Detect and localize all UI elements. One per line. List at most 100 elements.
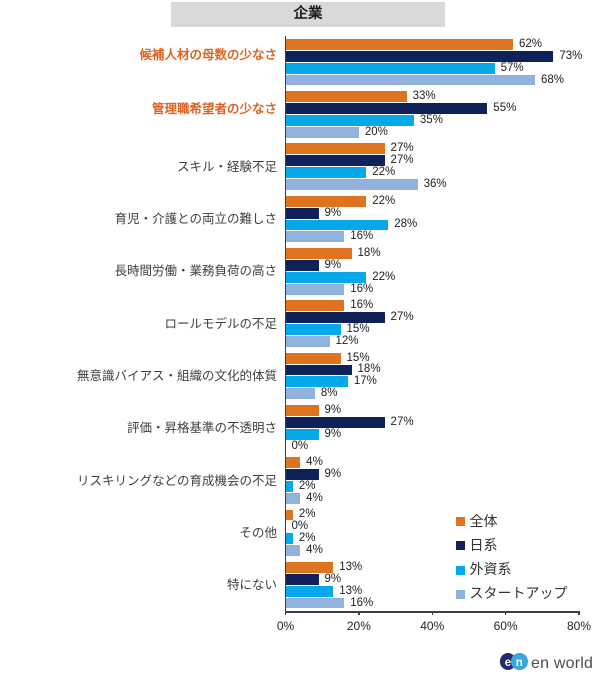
legend-label: 外資系 <box>469 561 512 577</box>
bar-value-label: 0% <box>291 439 309 452</box>
bar-スタートアップ <box>285 74 535 86</box>
bar-value-label: 27% <box>390 311 414 324</box>
bar-外資系 <box>285 62 495 74</box>
bar-value-label: 9% <box>324 258 342 271</box>
bar-スタートアップ <box>285 336 330 347</box>
category-group: 特にない 13% 9% 13% 16% <box>0 559 600 611</box>
bar-全体 <box>285 38 513 50</box>
bar-value-label: 2% <box>298 479 316 492</box>
x-axis-tick <box>431 611 433 616</box>
bar-value-label: 0% <box>291 520 309 533</box>
bar-外資系 <box>285 376 348 388</box>
bar-日系 <box>285 103 488 114</box>
bar-value-label: 22% <box>372 270 396 283</box>
bar-value-label: 9% <box>324 468 342 481</box>
x-axis-tick <box>358 611 360 616</box>
bar-全体 <box>285 300 345 312</box>
bar-全体 <box>285 404 319 416</box>
bar-全体 <box>285 143 385 155</box>
bar-スタートアップ <box>285 126 359 138</box>
bar-外資系 <box>285 271 367 283</box>
bar-外資系 <box>285 533 293 545</box>
bar-スタートアップ <box>285 283 345 295</box>
bar-value-label: 55% <box>493 101 517 114</box>
x-axis-tick <box>504 611 507 616</box>
bar-全体 <box>285 248 352 259</box>
bar-value-label: 27% <box>390 154 414 167</box>
bar-外資系 <box>285 324 341 336</box>
x-axis-tick-label: 40% <box>420 618 445 633</box>
category-label: 長時間労働・業務負荷の高さ <box>114 264 277 279</box>
bar-スタートアップ <box>285 179 418 191</box>
bar-value-label: 15% <box>346 323 370 336</box>
bar-value-label: 4% <box>306 456 323 469</box>
bar-外資系 <box>285 167 367 179</box>
bar-全体 <box>285 457 301 469</box>
bar-value-label: 4% <box>306 544 323 557</box>
bar-value-label: 16% <box>350 299 374 312</box>
bar-外資系 <box>285 219 389 231</box>
bar-value-label: 27% <box>390 415 414 428</box>
category-group: その他 2% 0% 2% 4% <box>0 507 600 559</box>
bar-value-label: 18% <box>357 363 381 376</box>
chart-title-band: 企業 <box>171 2 445 27</box>
bar-日系 <box>285 50 554 62</box>
legend-label: 日系 <box>469 536 498 553</box>
bar-value-label: 13% <box>339 560 363 573</box>
category-group: スキル・経験不足 27% 27% 22% 36% <box>0 141 600 193</box>
category-group: 長時間労働・業務負荷の高さ 18% 9% 22% 16% <box>0 245 600 297</box>
legend-swatch <box>455 541 465 551</box>
category-label: リスキリングなどの育成機会の不足 <box>76 473 277 488</box>
logo-circle-e: e <box>499 653 517 670</box>
bar-全体 <box>285 195 367 207</box>
bar-value-label: 33% <box>412 90 436 103</box>
x-axis-tick <box>284 611 287 616</box>
bar-value-label: 16% <box>350 282 374 295</box>
bar-全体 <box>285 509 293 521</box>
bar-日系 <box>285 364 352 376</box>
bar-value-label: 18% <box>357 246 381 259</box>
category-label: 育児・介護との両立の難しさ <box>114 212 277 227</box>
category-group: 候補人材の母数の少なさ 62% 73% 57% 68% <box>0 36 600 88</box>
bar-全体 <box>285 352 341 364</box>
bar-value-label: 62% <box>518 37 542 50</box>
category-group: 評価・昇格基準の不透明さ 9% 27% 9% 0% <box>0 402 600 454</box>
bar-value-label: 35% <box>419 113 443 126</box>
bar-外資系 <box>285 428 319 440</box>
logo-letter-e: e <box>504 657 512 670</box>
bar-日系 <box>285 469 319 481</box>
bar-スタートアップ <box>285 492 301 504</box>
bar-日系 <box>285 416 385 428</box>
bar-value-label: 9% <box>324 403 342 416</box>
bar-外資系 <box>285 481 293 492</box>
bar-value-label: 8% <box>320 387 338 400</box>
bar-value-label: 12% <box>335 335 359 347</box>
category-group: 管理職希望者の少なさ 33% 55% 35% 20% <box>0 88 600 140</box>
category-label: ロールモデルの不足 <box>164 316 277 331</box>
category-group: 育児・介護との両立の難しさ 22% 9% 28% 16% <box>0 193 600 245</box>
bar-value-label: 16% <box>350 596 374 609</box>
bar-value-label: 57% <box>500 61 524 74</box>
bar-日系 <box>285 207 319 219</box>
legend-label: スタートアップ <box>469 585 568 602</box>
bar-value-label: 2% <box>298 508 316 521</box>
bar-value-label: 4% <box>306 491 323 504</box>
bar-value-label: 15% <box>346 351 370 364</box>
logo-circle-n: n <box>511 653 528 670</box>
bar-スタートアップ <box>285 545 301 557</box>
bar-全体 <box>285 561 334 573</box>
category-label: その他 <box>239 525 277 540</box>
bar-value-label: 68% <box>540 73 565 86</box>
bar-value-label: 13% <box>339 584 363 597</box>
bar-value-label: 73% <box>559 49 583 62</box>
logo-letter-n: n <box>515 657 523 670</box>
x-axis-tick-label: 20% <box>346 618 371 633</box>
y-axis-line <box>284 36 287 613</box>
bar-value-label: 28% <box>394 218 418 231</box>
bar-日系 <box>285 573 319 585</box>
bar-value-label: 16% <box>350 230 374 243</box>
category-label: 管理職希望者の少なさ <box>151 101 277 116</box>
bar-日系 <box>285 259 319 271</box>
bar-value-label: 22% <box>372 194 396 207</box>
